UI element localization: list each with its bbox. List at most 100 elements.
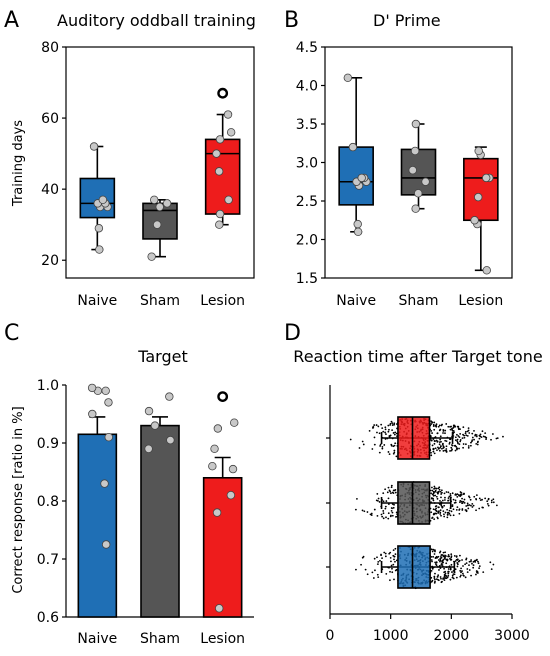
panel-d-sample bbox=[465, 510, 468, 513]
panel-a-title: Auditory oddball training bbox=[57, 11, 256, 30]
panel-d-sample bbox=[434, 549, 436, 552]
panel-d-sample bbox=[431, 421, 433, 423]
panel-d-sample bbox=[444, 570, 447, 573]
panel-d-sample bbox=[470, 559, 473, 561]
panel-a-ytick-label: 80 bbox=[41, 40, 59, 56]
panel-d-sample bbox=[472, 564, 475, 567]
panel-d-sample bbox=[435, 507, 438, 510]
panel-d-sample bbox=[444, 499, 446, 501]
panel-d-sample bbox=[439, 490, 442, 493]
panel-d-sample bbox=[439, 513, 442, 515]
panel-d-sample bbox=[462, 446, 464, 449]
panel-d-sample bbox=[454, 444, 457, 447]
panel-d-sample bbox=[435, 556, 438, 559]
panel-d-sample bbox=[470, 504, 472, 507]
panel-d-sample bbox=[469, 498, 472, 501]
panel-d-sample bbox=[384, 505, 387, 508]
panel-d-sample bbox=[372, 577, 375, 579]
panel-d-sample bbox=[389, 515, 392, 518]
panel-d-sample bbox=[492, 433, 494, 435]
panel-d-sample bbox=[380, 423, 383, 426]
panel-c-ytick-label: 0.9 bbox=[37, 436, 59, 452]
panel-d-letter: D bbox=[284, 321, 301, 346]
panel-d-sample bbox=[446, 508, 449, 511]
panel-b-point bbox=[474, 192, 483, 202]
panel-d-sample bbox=[447, 555, 450, 558]
panel-d-sample bbox=[395, 516, 397, 518]
panel-d-sample bbox=[467, 445, 470, 447]
panel-c-point bbox=[144, 406, 154, 416]
panel-a-point bbox=[162, 199, 172, 208]
panel-d-sample bbox=[376, 556, 378, 559]
panel-d-sample bbox=[371, 571, 374, 574]
panel-c-point bbox=[212, 508, 222, 517]
panel-d-sample bbox=[440, 424, 443, 427]
panel-d-sample bbox=[436, 440, 439, 443]
panel-d-sample bbox=[446, 513, 449, 516]
panel-d-sample bbox=[444, 577, 447, 579]
panel-d-sample bbox=[370, 514, 373, 516]
panel-d-sample bbox=[392, 452, 395, 455]
panel-d-sample bbox=[479, 433, 482, 436]
panel-d-sample bbox=[379, 445, 382, 447]
panel-d-sample bbox=[433, 442, 436, 445]
panel-d-sample bbox=[437, 506, 440, 509]
panel-d-sample bbox=[458, 508, 461, 511]
panel-d-sample bbox=[443, 579, 446, 581]
panel-c-point bbox=[230, 418, 239, 427]
panel-d-sample bbox=[432, 555, 435, 558]
panel-d-sample bbox=[450, 563, 453, 566]
panel-d-sample bbox=[445, 448, 448, 450]
panel-d-sample bbox=[438, 449, 441, 452]
panel-b-point bbox=[348, 142, 358, 152]
panel-d-sample bbox=[455, 555, 458, 557]
panel-d-sample bbox=[445, 440, 448, 443]
panel-b-ytick-label: 4.0 bbox=[296, 79, 318, 95]
panel-d-sample bbox=[461, 559, 463, 561]
panel-d-sample bbox=[441, 560, 443, 563]
panel-d-sample bbox=[394, 442, 397, 445]
panel-d-sample bbox=[478, 437, 481, 440]
panel-d-sample bbox=[451, 427, 453, 430]
panel-d-sample bbox=[457, 435, 460, 437]
panel-d-sample bbox=[438, 443, 441, 446]
panel-d-sample bbox=[371, 448, 374, 450]
panel-d-sample bbox=[392, 549, 395, 552]
panel-d-sample bbox=[377, 560, 380, 563]
panel-d-sample bbox=[355, 568, 357, 571]
panel-a-ytick-label: 20 bbox=[41, 253, 59, 269]
panel-d-sample bbox=[484, 432, 487, 435]
panel-d-sample bbox=[474, 434, 477, 437]
panel-d-sample bbox=[439, 557, 442, 560]
panel-d-sample bbox=[445, 449, 448, 452]
panel-d-sample bbox=[441, 447, 443, 450]
panel-d-sample bbox=[437, 579, 440, 582]
panel-d-sample bbox=[430, 559, 433, 561]
panel-a-ytick-label: 60 bbox=[41, 111, 59, 127]
panel-d-sample bbox=[379, 559, 381, 562]
panel-d-sample bbox=[456, 433, 458, 436]
panel-d-sample bbox=[460, 571, 462, 574]
panel-d-sample bbox=[392, 489, 395, 492]
panel-d-sample bbox=[464, 432, 467, 435]
panel-d-sample bbox=[444, 439, 447, 442]
panel-d-sample bbox=[453, 554, 456, 557]
panel-d-xtick-label: 2000 bbox=[434, 628, 470, 644]
panel-d-sample bbox=[433, 518, 436, 521]
panel-d-sample bbox=[454, 568, 457, 571]
panel-d-sample bbox=[385, 572, 388, 575]
panel-d-box bbox=[397, 481, 431, 525]
panel-a-box bbox=[79, 177, 116, 219]
panel-c-point bbox=[101, 540, 111, 549]
panel-d-sample bbox=[381, 427, 384, 430]
panel-d-sample bbox=[465, 562, 468, 565]
panel-d-sample bbox=[434, 487, 436, 490]
panel-d-sample bbox=[464, 509, 467, 511]
panel-d-sample bbox=[432, 508, 435, 511]
panel-d-sample bbox=[445, 562, 448, 565]
panel-d-sample bbox=[430, 439, 433, 442]
panel-c-ytick-label: 0.6 bbox=[37, 610, 59, 626]
panel-d-sample bbox=[462, 500, 465, 503]
panel-d-sample bbox=[382, 512, 385, 515]
panel-d-sample bbox=[443, 513, 445, 516]
